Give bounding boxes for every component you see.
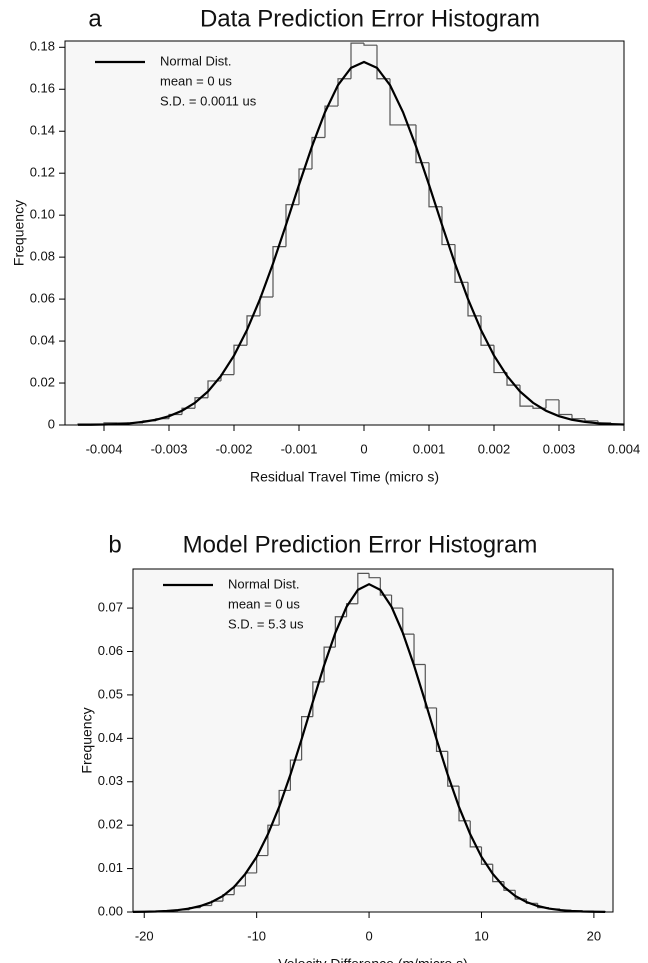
legend-label: Normal Dist.: [228, 576, 300, 591]
histogram-bar: [525, 898, 538, 904]
histogram-bar: [345, 603, 358, 617]
histogram-bar: [447, 751, 459, 787]
legend-note: S.D. = 0.0011 us: [160, 93, 257, 108]
histogram-bar: [454, 244, 468, 283]
histogram-bar: [267, 824, 280, 856]
y-tick-label: 0.16: [30, 81, 55, 96]
y-tick-label: 0.18: [30, 39, 55, 54]
plot-area: [133, 569, 613, 912]
x-tick-label: 10: [474, 928, 488, 943]
histogram-bar: [194, 397, 208, 409]
plot-area: [65, 41, 624, 425]
normal-curve: [132, 582, 606, 913]
x-tick-label: 0.002: [478, 441, 511, 456]
y-tick-label: 0.14: [30, 123, 55, 138]
y-tick-label: 0.02: [98, 817, 123, 832]
plot-frame: [64, 40, 625, 426]
histogram-bar: [558, 399, 572, 416]
y-tick-label: 0.04: [30, 333, 55, 348]
y-tick-label: 0.06: [30, 291, 55, 306]
legend-note: mean = 0 us: [228, 596, 300, 611]
y-tick-label: 0.07: [98, 600, 123, 615]
chart-title: Model Prediction Error Histogram: [183, 531, 538, 558]
panel-label: b: [108, 531, 121, 558]
y-tick-label: 0.06: [98, 643, 123, 658]
histogram-bar: [363, 43, 377, 46]
histogram-bar: [467, 282, 481, 317]
histogram-bar: [545, 399, 559, 409]
histogram-bar: [285, 204, 299, 247]
histogram-bar: [181, 407, 195, 415]
y-tick-label: 0.02: [30, 374, 55, 389]
histogram-bar: [298, 168, 312, 205]
histogram-bar: [503, 881, 516, 891]
histogram-bar: [357, 572, 370, 604]
histogram-bar: [278, 789, 291, 826]
legend-note: mean = 0 us: [160, 73, 232, 88]
y-tick-label: 0.10: [30, 207, 55, 222]
y-tick-label: 0.00: [98, 903, 123, 918]
histogram-bar: [441, 206, 455, 246]
x-axis-label: Residual Travel Time (micro s): [250, 469, 439, 485]
x-tick-label: -0.003: [151, 441, 188, 456]
x-tick-label: -20: [135, 928, 154, 943]
x-tick-label: 20: [587, 928, 601, 943]
y-axis-label: Frequency: [11, 200, 27, 266]
histogram-bar: [424, 664, 437, 709]
histogram-bar: [337, 78, 351, 107]
x-tick-label: 0.004: [608, 441, 641, 456]
y-tick-label: 0.04: [98, 730, 123, 745]
histogram-bar: [272, 246, 286, 297]
histogram-bar: [480, 846, 493, 865]
histogram-bar: [379, 577, 392, 596]
histogram-bar: [324, 105, 338, 138]
y-tick-label: 0: [48, 416, 55, 431]
y-axis-label: Frequency: [79, 707, 95, 773]
x-tick-label: -0.004: [86, 441, 123, 456]
histogram-bar: [428, 162, 442, 208]
histogram-bar: [458, 786, 471, 822]
normal-curve: [78, 60, 625, 426]
histogram-bar: [289, 759, 302, 791]
histogram-bar: [415, 124, 429, 164]
x-axis-label: Velocity Difference (m/micro s): [278, 956, 468, 963]
histogram-bar: [246, 315, 260, 346]
x-tick-label: 0: [360, 441, 367, 456]
histogram-bar: [311, 136, 325, 169]
x-tick-label: 0: [365, 928, 372, 943]
histogram-bar: [435, 707, 448, 752]
histogram-bar: [233, 344, 247, 375]
legend-note: S.D. = 5.3 us: [228, 616, 304, 631]
legend-label: Normal Dist.: [160, 53, 232, 68]
x-tick-label: 0.001: [413, 441, 446, 456]
histogram-bar: [323, 646, 336, 682]
panel-label: a: [88, 5, 102, 32]
histogram-bar: [389, 78, 403, 126]
y-tick-label: 0.08: [30, 249, 55, 264]
y-tick-label: 0.03: [98, 773, 123, 788]
y-tick-label: 0.01: [98, 860, 123, 875]
plot-frame: [132, 568, 614, 913]
x-tick-label: -0.001: [281, 441, 318, 456]
histogram-bar: [368, 573, 381, 579]
y-tick-label: 0.05: [98, 686, 123, 701]
x-tick-label: -0.002: [216, 441, 253, 456]
y-tick-label: 0.12: [30, 165, 55, 180]
x-tick-label: 0.003: [543, 441, 576, 456]
x-tick-label: -10: [247, 928, 266, 943]
chart-title: Data Prediction Error Histogram: [200, 5, 540, 32]
